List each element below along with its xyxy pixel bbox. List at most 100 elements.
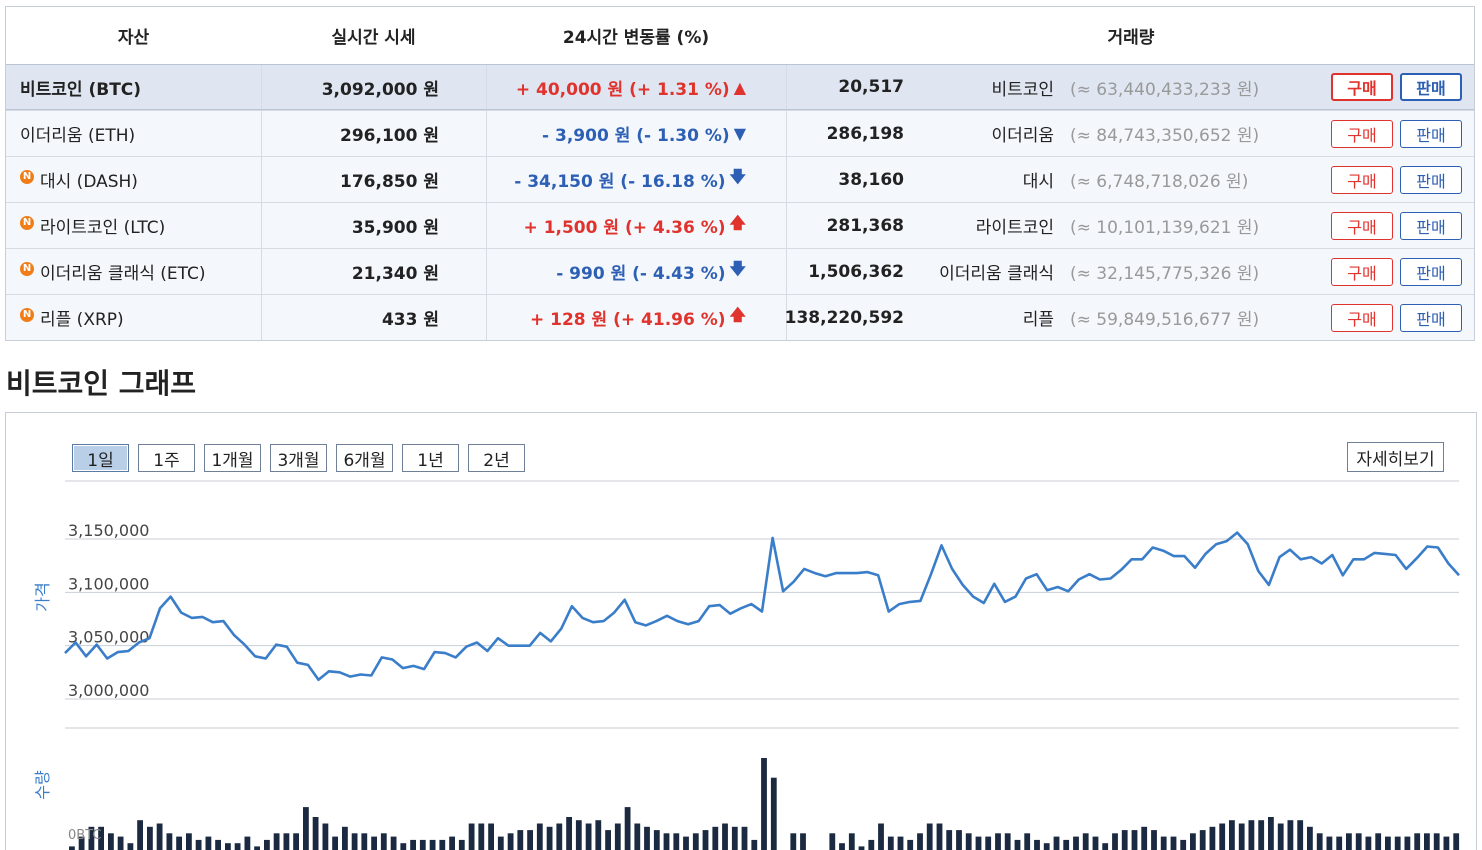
volume-value: 38,160 [838,169,904,190]
volume-bar [176,836,182,850]
range-button[interactable]: 1년 [402,444,459,472]
asset-cell[interactable]: N 이더리움 클래식 (ETC) [20,249,206,294]
volume-bar [1121,830,1128,850]
volume-bar [147,826,153,850]
sell-button[interactable]: 판매 [1400,165,1462,194]
volume-bar [800,833,806,850]
sell-button[interactable]: 판매 [1400,257,1462,286]
volume-bar [254,846,260,850]
volume-bar [166,833,173,850]
y-tick-label: 3,000,000 [68,681,149,700]
volume-bar [410,839,416,850]
volume-bar [692,833,699,850]
volume-bar [419,839,426,850]
column-divider [486,203,487,248]
volume-bar [1365,836,1372,850]
sell-button[interactable]: 판매 [1400,73,1462,101]
y-tick-label: 3,100,000 [68,574,149,593]
volume-bar [195,839,202,850]
volume-bar [78,836,85,850]
column-divider [486,157,487,202]
volume-coin-name: 이더리움 클래식 [939,264,1054,284]
column-divider [486,65,487,109]
asset-cell[interactable]: N 리플 (XRP) [20,295,124,340]
volume-bar [1248,820,1255,850]
volume-value: 138,220,592 [784,307,904,328]
volume-bar [1151,830,1157,850]
range-button[interactable]: 1개월 [204,444,261,472]
buy-button[interactable]: 구매 [1331,73,1393,101]
range-button[interactable]: 3개월 [270,444,327,472]
sell-button[interactable]: 판매 [1400,211,1462,240]
change-value: + 128 원 (+ 41.96 %) [529,310,726,330]
trade-buttons: 구매 판매 [1331,157,1462,202]
volume-bar [215,839,221,850]
volume-bar [1092,836,1099,850]
volume-bar [887,836,894,850]
volume-bar [917,833,923,850]
volume-bar [439,839,446,850]
market-row[interactable]: N 라이트코인 (LTC) 35,900 원 + 1,500 원 (+ 4.36 %)… [6,202,1474,248]
volume-bar [156,823,163,850]
volume-coin-name: 대시 [1022,172,1054,192]
y-axis-title: 가격 [33,582,52,611]
volume-bar [1297,820,1304,850]
volume-bar [1102,843,1109,850]
volume-bar [546,826,553,850]
volume-bar [595,820,602,850]
range-button[interactable]: 1주 [138,444,195,472]
detail-view-button[interactable]: 자세히보기 [1347,442,1444,472]
market-row[interactable]: 이더리움 (ETH) 296,100 원 - 3,900 원 (- 1.30 %) ▼… [6,110,1474,156]
volume-value: 20,517 [838,77,904,97]
asset-cell[interactable]: N 대시 (DASH) [20,157,138,202]
volume-bar [1453,833,1460,850]
volume-bar [868,839,875,850]
sell-button[interactable]: 판매 [1400,303,1462,332]
volume-bar [1443,836,1450,850]
range-button[interactable]: 2년 [468,444,525,472]
volume-bar [1433,833,1440,850]
volume-bar [1394,836,1401,850]
volume-bar [488,823,494,850]
volume-bar [1414,833,1421,850]
graph-title: 비트코인 그래프 [6,367,197,400]
sell-button[interactable]: 판매 [1400,119,1462,148]
volume-krw: (≈ 84,743,350,652 원) [1070,126,1260,146]
volume-bar [1063,839,1070,850]
market-row[interactable]: N 이더리움 클래식 (ETC) 21,340 원 - 990 원 (- 4.43 %… [6,248,1474,294]
buy-button[interactable]: 구매 [1331,303,1393,332]
market-row[interactable]: N 대시 (DASH) 176,850 원 - 34,150 원 (- 16.18 %… [6,156,1474,202]
asset-cell[interactable]: 비트코인 (BTC) [20,65,141,109]
volume-bar [605,830,611,850]
volume-bar [517,830,524,850]
range-button[interactable]: 1일 [72,444,129,472]
volume-bar [926,823,933,850]
arrow-up-icon: 🡅 [729,305,746,324]
buy-button[interactable]: 구매 [1331,119,1393,148]
volume-bar [108,833,114,850]
buy-button[interactable]: 구매 [1331,165,1393,194]
trade-buttons: 구매 판매 [1331,65,1462,109]
buy-button[interactable]: 구매 [1331,211,1393,240]
buy-button[interactable]: 구매 [1331,257,1393,286]
volume-bar [1209,826,1216,850]
market-row[interactable]: N 리플 (XRP) 433 원 + 128 원 (+ 41.96 %) 🡅 138,22… [6,294,1474,340]
asset-cell[interactable]: N 라이트코인 (LTC) [20,203,165,248]
asset-cell[interactable]: 이더리움 (ETH) [20,111,135,156]
arrow-down-icon: 🡇 [729,259,746,278]
market-row[interactable]: 비트코인 (BTC) 3,092,000 원 + 40,000 원 (+ 1.31 … [6,64,1474,110]
header-asset: 자산 [117,28,150,48]
price-value: 21,340 원 [351,264,439,284]
volume-bar [770,777,777,850]
range-button[interactable]: 6개월 [336,444,393,472]
change-value: - 990 원 (- 4.43 %) [556,264,726,284]
column-divider [786,203,787,248]
header-change: 24시간 변동률 (%) [562,28,710,48]
volume-bar [1043,843,1050,850]
market-table: 자산 실시간 시세 24시간 변동률 (%) 거래량 비트코인 (BTC) 3,0… [5,6,1475,341]
volume-value: 281,368 [826,215,904,236]
y-tick-label: 3,050,000 [68,628,149,647]
volume-bar [1424,833,1430,850]
volume-bar [244,836,251,850]
column-divider [786,157,787,202]
